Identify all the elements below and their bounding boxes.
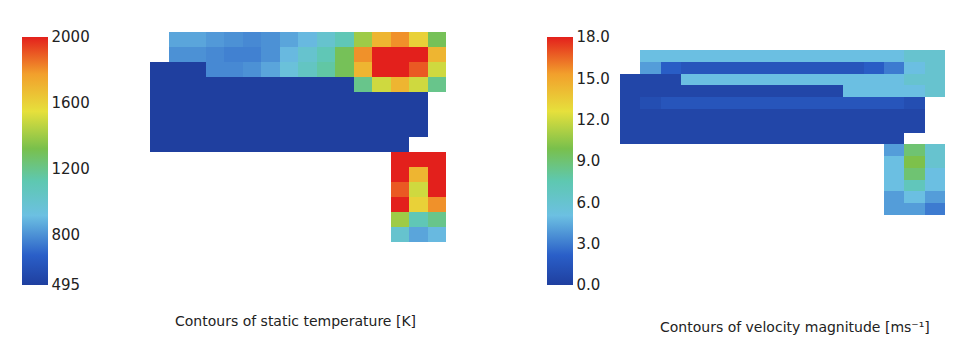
svg-text:3.0: 3.0: [577, 235, 601, 253]
svg-text:6.0: 6.0: [577, 194, 601, 212]
svg-text:15.0: 15.0: [577, 70, 610, 88]
svg-text:Contours of velocity magnitude: Contours of velocity magnitude [ms⁻¹]: [660, 319, 930, 335]
svg-text:2000: 2000: [52, 28, 90, 46]
svg-text:12.0: 12.0: [577, 111, 610, 129]
svg-text:1600: 1600: [52, 94, 90, 112]
svg-text:1200: 1200: [52, 160, 90, 178]
svg-text:0.0: 0.0: [577, 276, 601, 294]
svg-text:800: 800: [52, 226, 81, 244]
svg-text:9.0: 9.0: [577, 152, 601, 170]
svg-text:18.0: 18.0: [577, 28, 610, 46]
svg-text:495: 495: [52, 276, 81, 294]
svg-text:Contours of static temperature: Contours of static temperature [K]: [175, 313, 416, 329]
